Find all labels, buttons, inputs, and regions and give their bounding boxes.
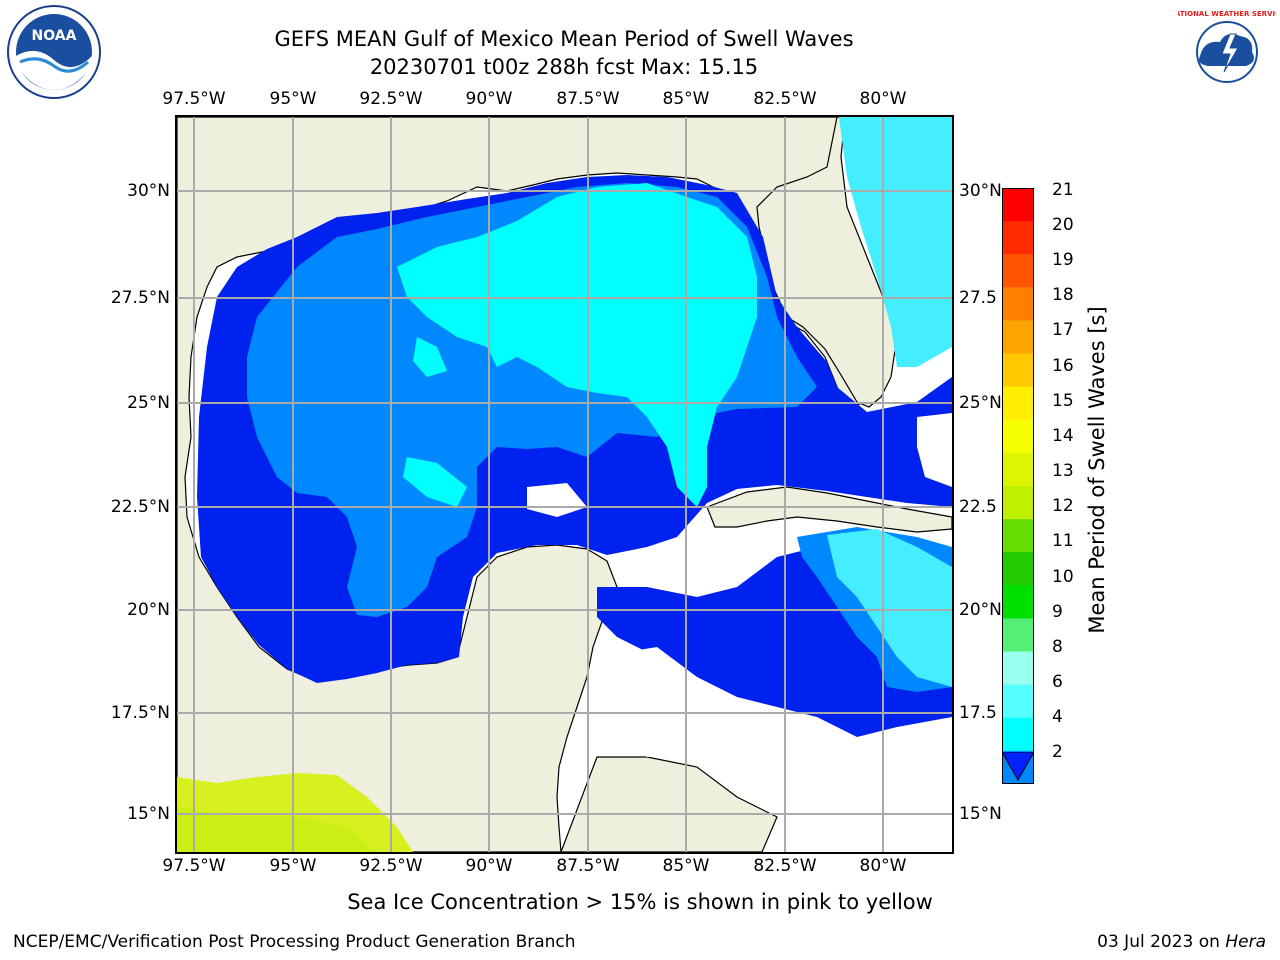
colorbar-segment xyxy=(1002,188,1034,222)
lon-tick-top: 82.5°W xyxy=(753,89,817,109)
swell-region-6-8-atlantic xyxy=(839,117,952,367)
swell-patch-cyan xyxy=(403,457,467,507)
colorbar-segment xyxy=(1002,254,1034,288)
colorbar-segment xyxy=(1002,552,1034,586)
colorbar-segment xyxy=(1002,419,1034,454)
ice-note: Sea Ice Concentration > 15% is shown in … xyxy=(347,890,933,914)
lat-tick-left: 30°N xyxy=(127,181,170,201)
colorbar-segment xyxy=(1002,651,1034,686)
colorbar-segment xyxy=(1002,452,1034,487)
lon-tick-bottom: 92.5°W xyxy=(359,856,423,876)
colorbar-tick: 6 xyxy=(1052,672,1063,692)
colorbar-segment xyxy=(1002,717,1034,752)
lon-tick-bottom: 95°W xyxy=(269,856,317,876)
map-svg xyxy=(177,117,952,852)
lon-tick-bottom: 85°W xyxy=(662,856,710,876)
lon-tick-top: 80°W xyxy=(859,89,907,109)
nws-logo: NATIONAL WEATHER SERVICE xyxy=(1169,4,1280,100)
nodata-hole xyxy=(737,717,877,777)
lon-tick-bottom: 97.5°W xyxy=(162,856,226,876)
colorbar-tick: 16 xyxy=(1052,356,1074,376)
land-cuba xyxy=(706,486,952,533)
colorbar-segment xyxy=(1002,684,1034,719)
colorbar-tick: 15 xyxy=(1052,391,1074,411)
lon-tick-top: 97.5°W xyxy=(162,89,226,109)
nodata-hole xyxy=(917,413,952,487)
colorbar-segment xyxy=(1002,585,1034,619)
nodata-hole xyxy=(527,483,587,517)
lat-tick-right: 30°N xyxy=(959,181,1002,201)
colorbar-segment xyxy=(1002,221,1034,255)
land-florida xyxy=(756,117,898,408)
colorbar-segment xyxy=(1002,519,1034,553)
lat-tick-right: 15°N xyxy=(959,804,1002,824)
colorbar-tick: 11 xyxy=(1052,531,1074,551)
colorbar-segment xyxy=(1002,386,1034,421)
colorbar-tick: 9 xyxy=(1052,602,1063,622)
chart-title: GEFS MEAN Gulf of Mexico Mean Period of … xyxy=(274,27,854,51)
lon-tick-top: 92.5°W xyxy=(359,89,423,109)
lat-tick-right: 22.5 xyxy=(959,497,997,517)
lon-tick-bottom: 90°W xyxy=(465,856,513,876)
lat-tick-left: 15°N xyxy=(127,804,170,824)
colorbar xyxy=(1002,188,1034,784)
svg-text:NATIONAL WEATHER SERVICE: NATIONAL WEATHER SERVICE xyxy=(1178,10,1276,18)
colorbar-tick: 18 xyxy=(1052,285,1074,305)
lon-tick-bottom: 80°W xyxy=(859,856,907,876)
colorbar-tick: 4 xyxy=(1052,707,1063,727)
land-central-america xyxy=(560,756,778,852)
lat-tick-right: 20°N xyxy=(959,600,1002,620)
colorbar-tick: 10 xyxy=(1052,567,1074,587)
colorbar-label: Mean Period of Swell Waves [s] xyxy=(1085,306,1109,634)
colorbar-segment xyxy=(1002,618,1034,653)
colorbar-border xyxy=(1002,188,1034,784)
swell-region-6-8-caribbean xyxy=(827,529,952,687)
graticule xyxy=(177,117,952,852)
lat-tick-left: 27.5°N xyxy=(110,288,170,308)
colorbar-segment xyxy=(1002,353,1034,388)
swell-patch-cyan-2 xyxy=(413,337,447,377)
footer-credit: NCEP/EMC/Verification Post Processing Pr… xyxy=(13,932,576,952)
svg-text:NOAA: NOAA xyxy=(32,28,77,44)
chart-subtitle: 20230701 t00z 288h fcst Max: 15.15 xyxy=(369,55,759,79)
colorbar-tick: 19 xyxy=(1052,250,1074,270)
lat-tick-left: 17.5°N xyxy=(110,703,170,723)
colorbar-tick: 8 xyxy=(1052,637,1063,657)
lat-tick-left: 20°N xyxy=(127,600,170,620)
colorbar-tick: 17 xyxy=(1052,320,1074,340)
ice-region-light xyxy=(177,807,377,852)
lon-tick-top: 85°W xyxy=(662,89,710,109)
colorbar-segment xyxy=(1002,320,1034,355)
lat-tick-right: 17.5 xyxy=(959,703,997,723)
swell-region-6-8 xyxy=(397,183,757,507)
footer-date-text: 03 Jul 2023 on xyxy=(1097,932,1226,952)
lat-tick-left: 22.5°N xyxy=(110,497,170,517)
lat-tick-right: 25°N xyxy=(959,393,1002,413)
lon-tick-top: 87.5°W xyxy=(556,89,620,109)
noaa-logo: NOAA xyxy=(6,4,102,100)
map-panel xyxy=(175,115,954,854)
colorbar-extend-arrow xyxy=(1002,752,1034,782)
colorbar-segment xyxy=(1002,287,1034,321)
colorbar-segment xyxy=(1002,486,1034,520)
colorbar-tick: 20 xyxy=(1052,215,1074,235)
lon-tick-bottom: 82.5°W xyxy=(753,856,817,876)
colorbar-tick: 12 xyxy=(1052,496,1074,516)
colorbar-tick: 2 xyxy=(1052,742,1063,762)
footer-host: Hera xyxy=(1225,932,1266,952)
lon-tick-top: 90°W xyxy=(465,89,513,109)
lat-tick-left: 25°N xyxy=(127,393,170,413)
colorbar-tick: 21 xyxy=(1052,180,1074,200)
lon-tick-top: 95°W xyxy=(269,89,317,109)
footer-date: 03 Jul 2023 on Hera xyxy=(1097,932,1266,952)
colorbar-tick: 14 xyxy=(1052,426,1074,446)
lon-tick-bottom: 87.5°W xyxy=(556,856,620,876)
lat-tick-right: 27.5 xyxy=(959,288,997,308)
colorbar-tick: 13 xyxy=(1052,461,1074,481)
